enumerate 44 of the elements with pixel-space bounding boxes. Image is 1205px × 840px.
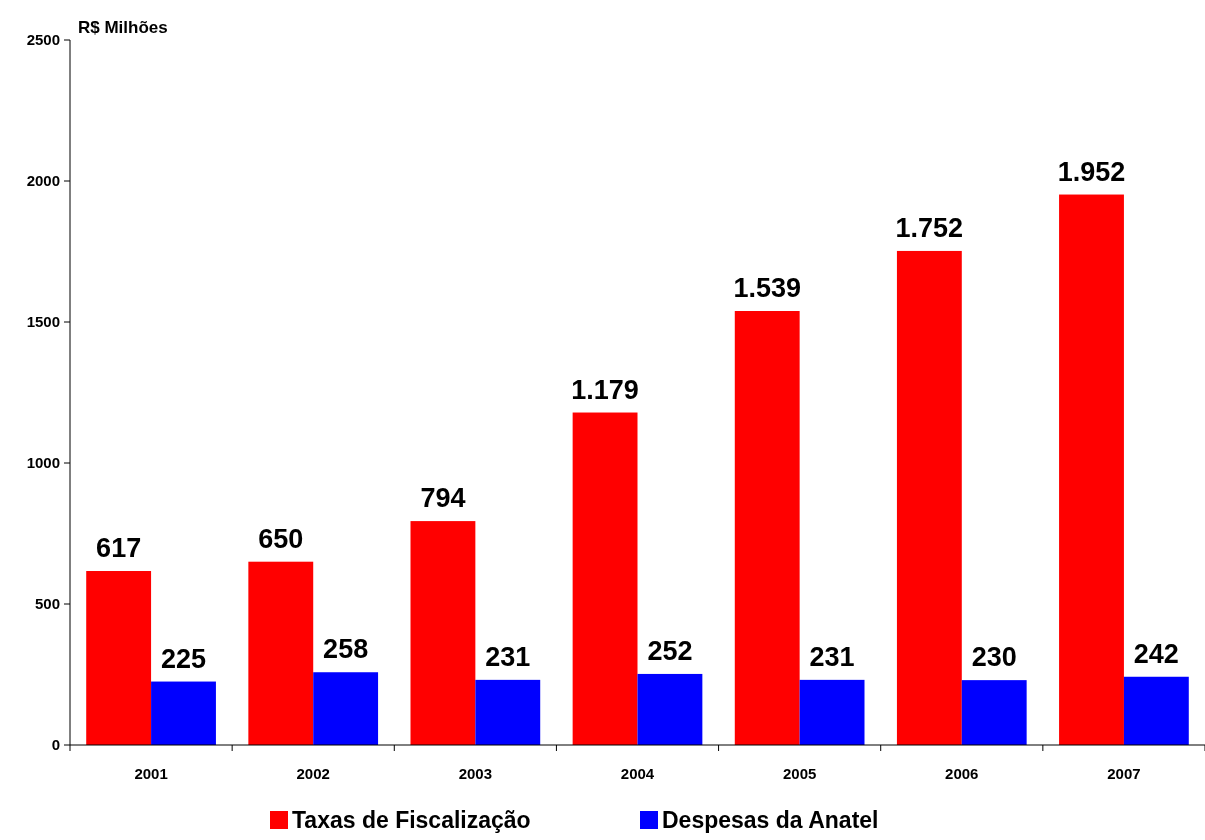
bar	[1059, 194, 1124, 745]
data-label: 650	[258, 523, 304, 554]
bar	[734, 311, 800, 745]
x-tick-label: 2006	[945, 765, 979, 782]
data-label: 258	[323, 634, 369, 665]
x-tick-label: 2007	[1107, 765, 1141, 782]
data-label: 252	[647, 635, 693, 666]
y-tick-label: 2000	[26, 172, 60, 190]
bar	[475, 679, 541, 745]
x-tick-label: 2001	[134, 765, 168, 782]
data-label: 231	[809, 641, 855, 672]
data-label: 225	[160, 643, 207, 674]
y-tick-label: 1000	[26, 454, 60, 472]
y-tick-label: 0	[51, 736, 60, 754]
data-label: 794	[420, 483, 466, 514]
bar	[896, 250, 962, 745]
bar	[1123, 676, 1189, 745]
bar	[961, 680, 1027, 745]
y-axis-title: R$ Milhões	[78, 18, 168, 37]
data-label: 1.179	[571, 374, 639, 405]
legend-label: Taxas de Fiscalização	[292, 807, 531, 833]
y-tick-label: 2500	[26, 31, 60, 49]
y-tick-label: 1500	[26, 313, 60, 331]
data-label: 1.952	[1057, 156, 1126, 187]
bar	[410, 521, 476, 745]
bar	[572, 412, 638, 745]
x-tick-label: 2004	[620, 765, 655, 782]
data-label: 617	[96, 533, 142, 564]
bar	[637, 673, 703, 745]
bar	[151, 681, 216, 745]
x-tick-label: 2002	[296, 765, 330, 782]
data-label: 230	[971, 642, 1017, 673]
bar	[86, 571, 152, 745]
data-label: 1.539	[733, 273, 801, 303]
x-tick-label: 2003	[458, 765, 493, 782]
data-label: 242	[1133, 638, 1179, 669]
legend-label: Despesas da Anatel	[662, 807, 879, 833]
y-tick-label: 500	[34, 595, 60, 613]
data-label: 1.752	[895, 212, 964, 243]
bar	[799, 679, 865, 745]
x-tick-label: 2005	[782, 765, 817, 782]
bar	[248, 561, 314, 745]
bar	[313, 672, 379, 745]
data-label: 231	[485, 641, 531, 672]
